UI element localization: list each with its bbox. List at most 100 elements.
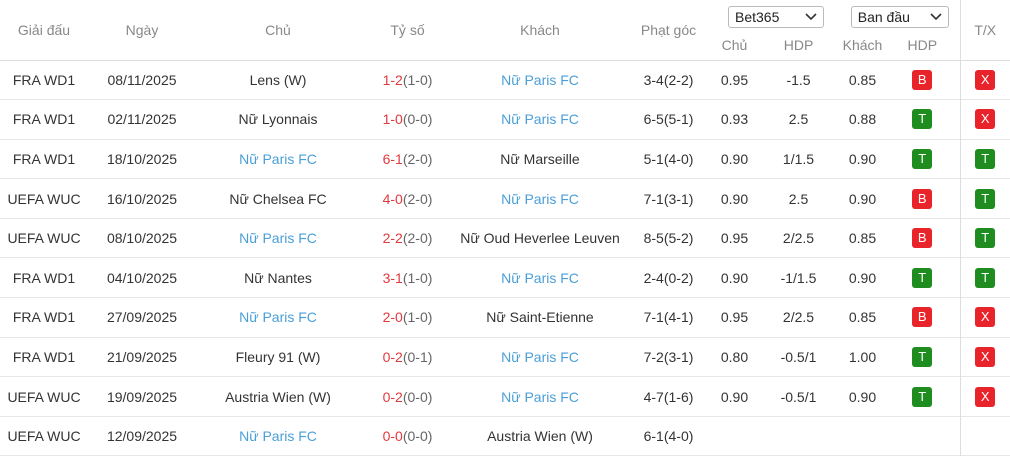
- score-cell: 3-1(1-0): [360, 258, 455, 298]
- full-score: 4-0: [382, 190, 403, 207]
- odds-type-select[interactable]: Ban đầu: [850, 6, 949, 28]
- corners-cell: 7-1(4-1): [643, 309, 694, 326]
- score-cell: 0-0(0-0): [360, 416, 455, 456]
- date-cell: 16/10/2025: [106, 190, 178, 207]
- away-team-cell: Nữ Paris FC: [501, 388, 579, 405]
- table-row: UEFA WUC 08/10/2025 Nữ Paris FC 2-2(2-0) Nữ …: [0, 218, 1010, 258]
- odds-cell: 0.95: [720, 71, 749, 88]
- odds-cell: -0.5/1: [780, 388, 817, 405]
- half-score: (2-0): [402, 150, 433, 167]
- bookmaker-select[interactable]: Bet365: [728, 6, 824, 28]
- odds-type-cell: Ban đầu: [840, 0, 960, 30]
- header-cell: Phạt góc: [640, 21, 697, 38]
- score-cell: 0-2(0-1): [360, 337, 455, 377]
- league-cell: UEFA WUC: [7, 428, 81, 445]
- odds-cell: 1/1.5: [782, 150, 815, 167]
- bookmaker-cell: Bet365: [712, 0, 840, 30]
- full-score: 0-2: [382, 348, 403, 365]
- half-score: (2-0): [402, 230, 433, 247]
- odds-cell: -1/1.5: [780, 269, 817, 286]
- chevron: [930, 13, 942, 21]
- odds-cell: 0.90: [720, 269, 749, 286]
- result-cell: T: [885, 377, 960, 417]
- chevron: [805, 13, 817, 21]
- half-score: (0-1): [402, 348, 433, 365]
- header-cell: Chủ: [721, 36, 748, 53]
- table-row: UEFA WUC 16/10/2025 Nữ Chelsea FC 4-0(2-0) N…: [0, 178, 1010, 219]
- half-score: (1-0): [402, 309, 433, 326]
- result-cell: B: [885, 60, 960, 100]
- header-cell: Tỷ số: [390, 21, 425, 38]
- home-team-cell: Nữ Paris FC: [239, 230, 317, 247]
- result-badge: T: [975, 267, 996, 288]
- league-cell: UEFA WUC: [7, 190, 81, 207]
- result-badge: B: [912, 188, 933, 209]
- odds-cell: 0.85: [848, 71, 877, 88]
- corners-cell: 3-4(2-2): [643, 71, 694, 88]
- league-cell: UEFA WUC: [7, 388, 81, 405]
- table-row: FRA WD1 18/10/2025 Nữ Paris FC 6-1(2-0) Nữ M…: [0, 139, 1010, 179]
- odds-cell: 2.5: [788, 111, 809, 128]
- empty-cell: [712, 416, 757, 456]
- away-team-cell: Nữ Paris FC: [501, 111, 579, 128]
- result-cell: [885, 416, 960, 456]
- select-text: Ban đầu: [857, 9, 910, 25]
- corners-cell: 7-2(3-1): [643, 348, 694, 365]
- full-score: 2-0: [382, 309, 403, 326]
- odds-cell: 0.80: [720, 348, 749, 365]
- odds-cell: 0.90: [848, 388, 877, 405]
- date-cell: 27/09/2025: [106, 309, 178, 326]
- header-cell: Ngày: [125, 21, 159, 38]
- away-team-cell: Nữ Paris FC: [501, 348, 579, 365]
- date-cell: 19/09/2025: [106, 388, 178, 405]
- away-team-cell: Nữ Saint-Etienne: [486, 309, 594, 326]
- result-cell: T: [959, 139, 1010, 179]
- corners-cell: 5-1(4-0): [643, 150, 694, 167]
- full-score: 1-0: [382, 111, 403, 128]
- league-cell: FRA WD1: [12, 150, 76, 167]
- home-team-cell: Nữ Paris FC: [239, 428, 317, 445]
- result-cell: T: [959, 218, 1010, 258]
- select-text: Bet365: [735, 9, 780, 25]
- result-badge: B: [912, 228, 933, 249]
- corners-cell: 7-1(3-1): [643, 190, 694, 207]
- away-team-cell: Austria Wien (W): [487, 428, 593, 445]
- date-cell: 18/10/2025: [106, 150, 178, 167]
- odds-cell: 0.90: [848, 190, 877, 207]
- empty-cell: [757, 416, 840, 456]
- result-cell: T: [959, 178, 1010, 219]
- league-cell: FRA WD1: [12, 71, 76, 88]
- home-team-cell: Nữ Paris FC: [239, 150, 317, 167]
- corners-cell: 6-5(5-1): [643, 111, 694, 128]
- odds-cell: 2/2.5: [782, 230, 815, 247]
- odds-cell: 0.90: [848, 150, 877, 167]
- score-cell: 6-1(2-0): [360, 139, 455, 179]
- odds-cell: 2/2.5: [782, 309, 815, 326]
- empty-cell: [840, 416, 885, 456]
- full-score: 6-1: [382, 150, 403, 167]
- date-cell: 04/10/2025: [106, 269, 178, 286]
- half-score: (2-0): [402, 190, 433, 207]
- result-cell: T: [885, 337, 960, 377]
- table-body: FRA WD1 08/11/2025 Lens (W) 1-2(1-0) Nữ Pari…: [0, 60, 1010, 456]
- result-cell: T: [885, 258, 960, 298]
- result-badge: B: [912, 69, 933, 90]
- away-team-cell: Nữ Paris FC: [501, 71, 579, 88]
- league-cell: FRA WD1: [12, 269, 76, 286]
- score-cell: 2-0(1-0): [360, 298, 455, 338]
- result-badge: X: [975, 307, 996, 328]
- header-cell: Chủ: [265, 21, 291, 38]
- date-cell: 08/11/2025: [107, 71, 177, 88]
- away-team-cell: Nữ Paris FC: [501, 190, 579, 207]
- result-cell: B: [885, 218, 960, 258]
- result-cell: [959, 416, 1010, 456]
- result-badge: T: [912, 346, 933, 367]
- date-cell: 08/10/2025: [106, 230, 178, 247]
- odds-cell: 0.85: [848, 230, 877, 247]
- odds-cell: 0.88: [848, 111, 877, 128]
- home-team-cell: Lens (W): [249, 71, 307, 88]
- odds-cell: 0.95: [720, 230, 749, 247]
- date-cell: 21/09/2025: [106, 348, 178, 365]
